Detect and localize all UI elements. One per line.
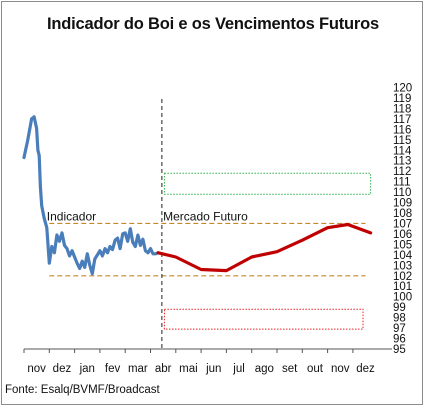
y-tick-label: 108: [393, 208, 412, 220]
y-tick-label: 109: [393, 198, 412, 210]
series-layer: [22, 115, 373, 276]
annotation-layer: Indicador Mercado Futuro: [47, 99, 372, 349]
y-tick-label: 98: [393, 313, 406, 325]
chart-title: Indicador do Boi e os Vencimentos Futuro…: [47, 15, 379, 33]
y-tick-label: 102: [393, 271, 412, 283]
x-tick-label: nov: [331, 363, 350, 375]
y-tick-label: 113: [393, 156, 411, 168]
target-box-1: [163, 172, 372, 195]
y-tick-label: 96: [393, 334, 406, 346]
target-box-2: [163, 308, 364, 330]
y-tick-label: 106: [393, 229, 412, 241]
y-tick-label: 103: [393, 260, 412, 272]
y-tick-label: 110: [393, 187, 411, 199]
y-tick-label: 104: [393, 250, 413, 262]
y-tick-label: 99: [393, 302, 406, 314]
y-tick-label: 112: [393, 166, 411, 178]
y-tick-label: 105: [393, 239, 412, 251]
x-tick-label: mar: [128, 363, 148, 375]
y-tick-label: 118: [393, 103, 411, 115]
x-tick-label: jun: [205, 363, 221, 375]
y-tick-label: 101: [393, 281, 412, 293]
annotation-label-2: Mercado Futuro: [163, 210, 248, 224]
axis-layer: nov dez jan fev mar abr mai jun jul ago set out nov d…: [23, 83, 413, 375]
x-tick-label: jul: [232, 363, 245, 375]
x-tick-label: dez: [53, 363, 72, 375]
x-tick-label: dez: [356, 363, 375, 375]
series-line-1: [22, 115, 160, 276]
annotation-label-1: Indicador: [47, 210, 96, 224]
y-tick-label: 95: [393, 344, 406, 356]
y-tick-label: 115: [393, 135, 411, 147]
y-tick-label: 117: [393, 114, 411, 126]
x-tick-label: jan: [79, 363, 95, 375]
chart-source: Fonte: Esalq/BVMF/Broadcast: [5, 384, 160, 396]
y-tick-label: 111: [393, 177, 410, 189]
y-tick-label: 119: [393, 93, 411, 105]
x-tick-label: out: [307, 363, 324, 375]
y-tick-label: 114: [393, 145, 412, 157]
x-tick-label: fev: [105, 363, 121, 375]
x-tick-label: set: [282, 363, 298, 375]
x-tick-label: nov: [27, 363, 46, 375]
y-tick-label: 97: [393, 323, 406, 335]
y-tick-label: 116: [393, 124, 411, 136]
x-tick-label: ago: [255, 363, 274, 375]
y-tick-label: 120: [393, 83, 412, 95]
x-tick-label: abr: [155, 363, 172, 375]
x-tick-label: mai: [179, 363, 198, 375]
y-tick-label: 100: [393, 292, 412, 304]
y-tick-label: 107: [393, 218, 412, 230]
series-line-2: [156, 222, 373, 273]
